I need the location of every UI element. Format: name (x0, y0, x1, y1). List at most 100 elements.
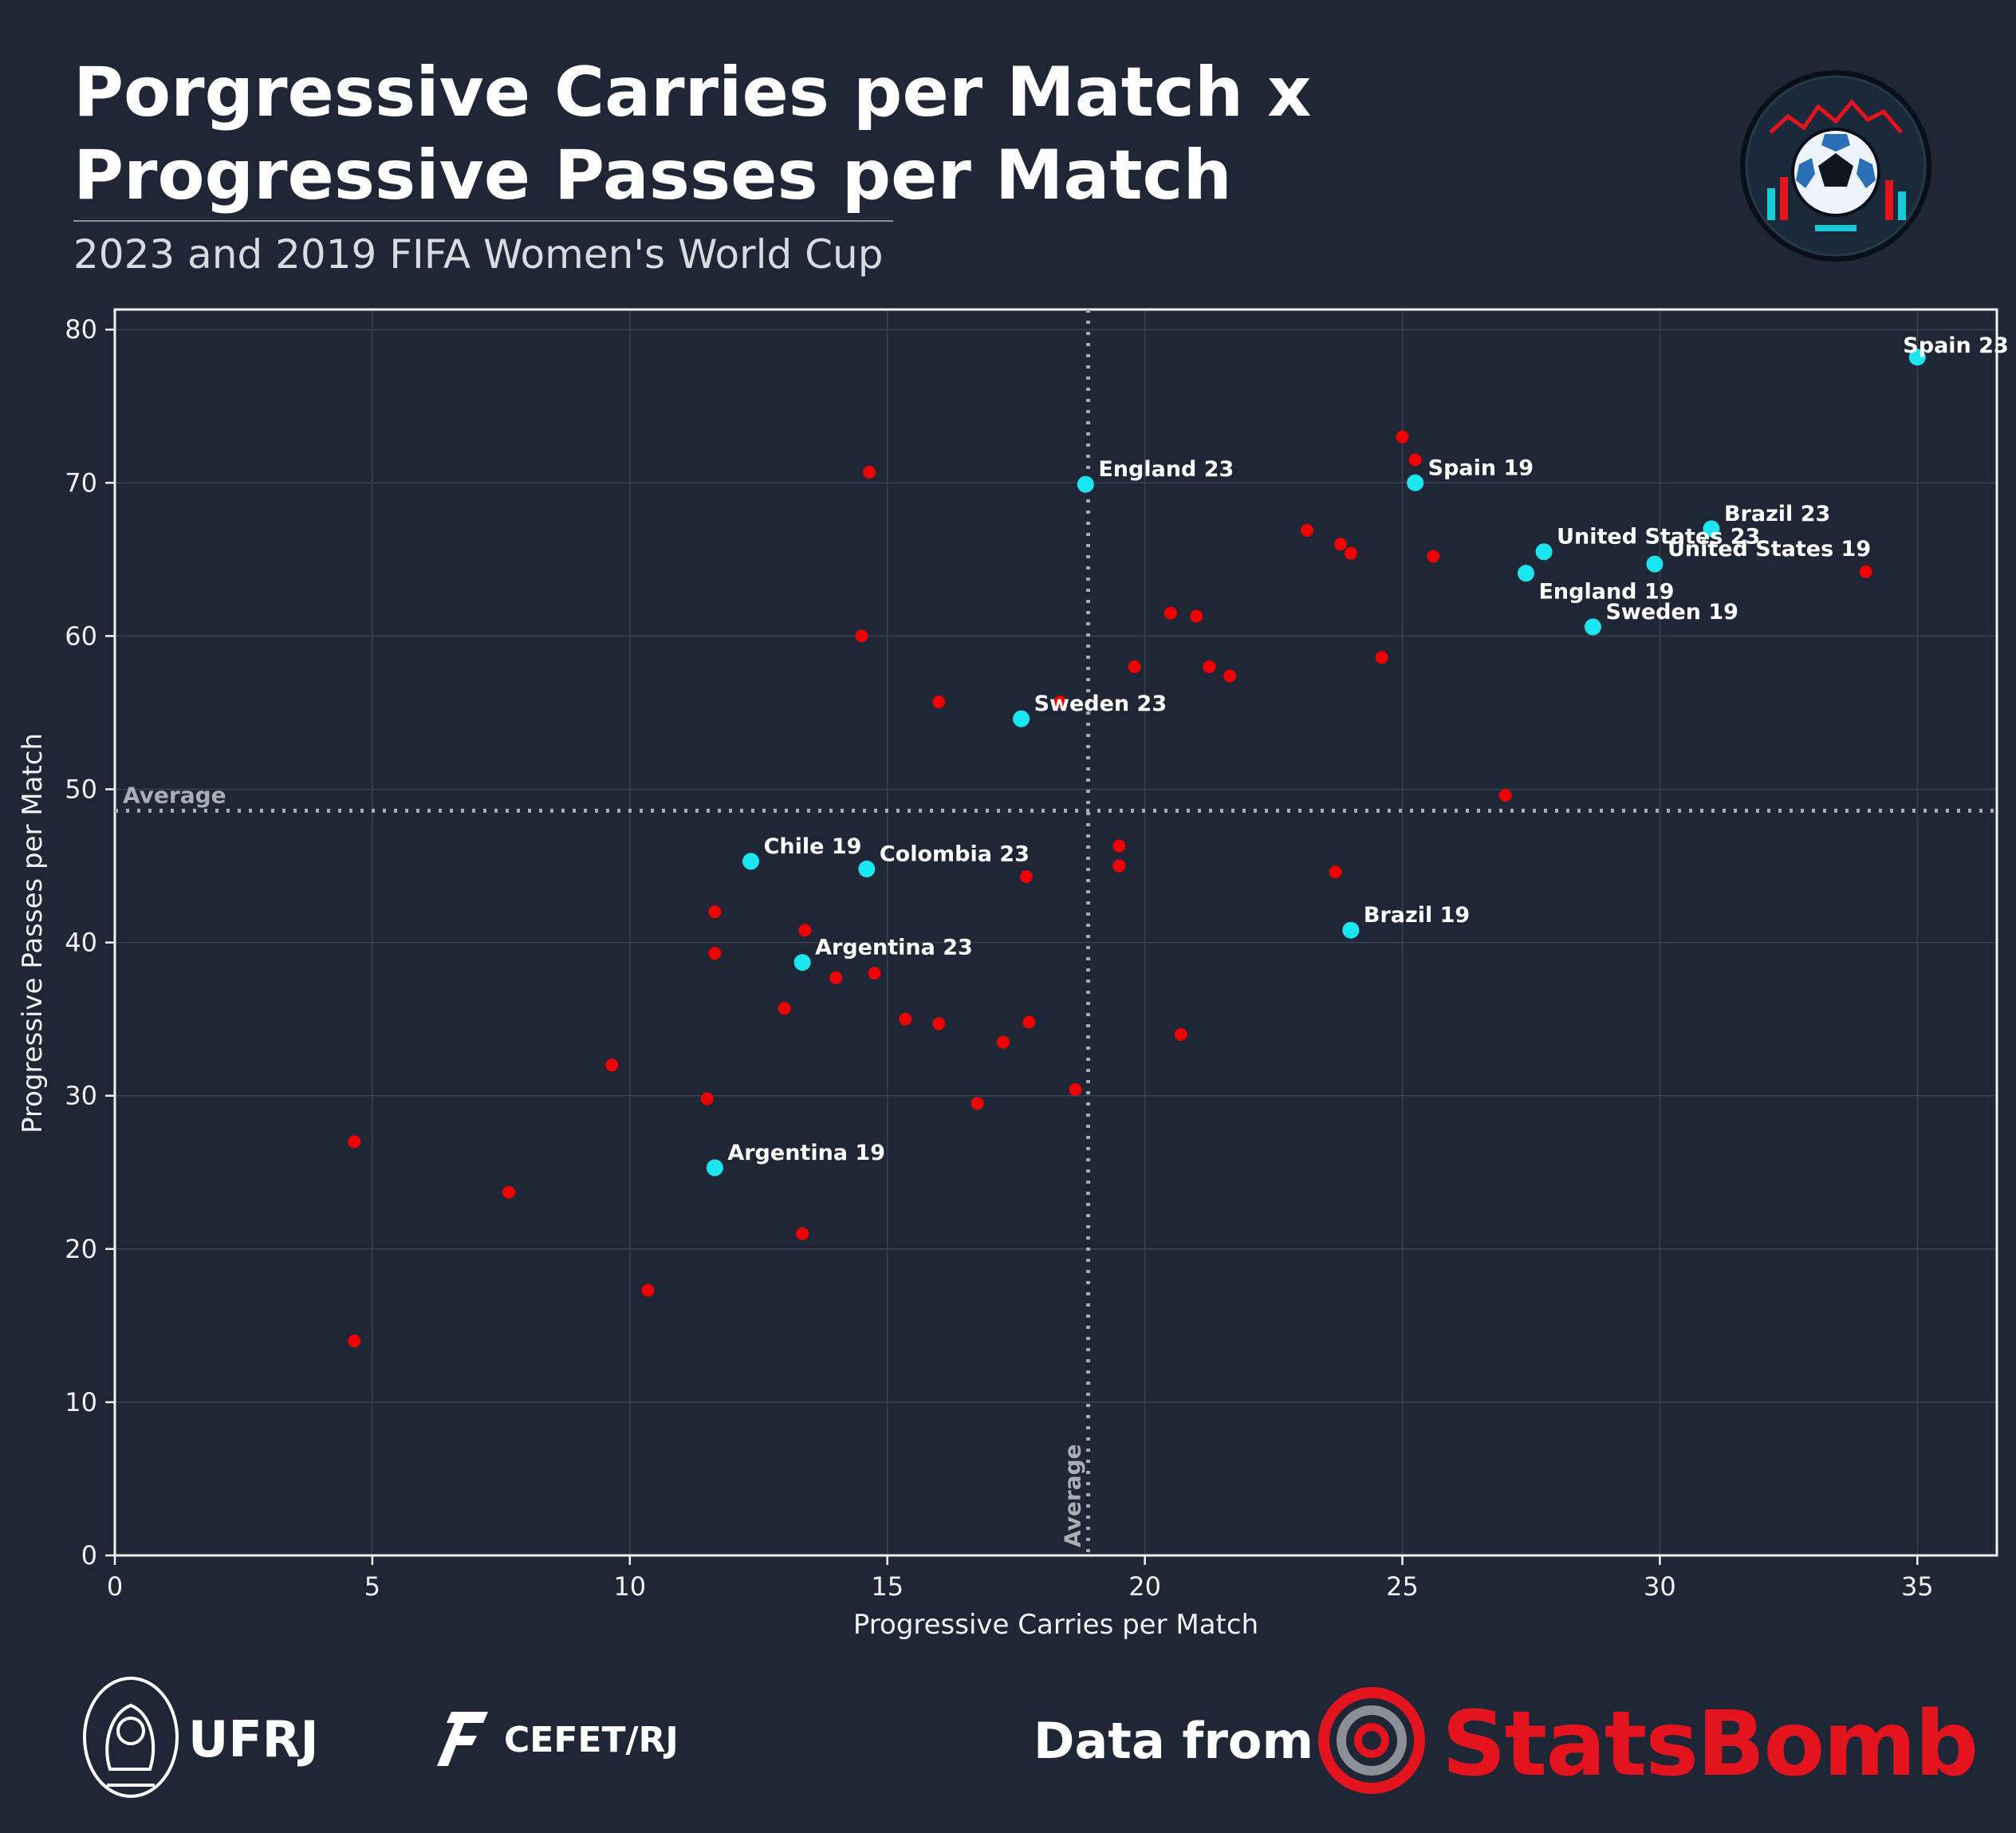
point-label: Colombia 23 (880, 842, 1030, 866)
point-label: Brazil 19 (1364, 903, 1470, 928)
statsbomb-label: StatsBomb (1442, 1693, 1979, 1796)
data-point (605, 1058, 619, 1072)
plot-frame (113, 308, 1998, 1557)
y-tick-label: 40 (65, 928, 97, 958)
average-y-label: Average (123, 782, 226, 808)
y-tick-label: 0 (81, 1540, 97, 1571)
data-point (868, 967, 881, 980)
data-from-label: Data from (1034, 1712, 1314, 1770)
data-point (1859, 565, 1872, 578)
highlighted-point (1517, 565, 1534, 582)
axis-ticks: 0 5 10 15 20 25 30 35 0 10 20 30 40 50 60 70 80 (65, 314, 1933, 1602)
data-point (997, 1035, 1010, 1049)
data-point (1174, 1027, 1187, 1041)
chart-subtitle: 2023 and 2019 FIFA Women's World Cup (73, 231, 884, 278)
data-point (708, 947, 722, 960)
data-points (348, 349, 1926, 1348)
highlighted-point (1584, 618, 1601, 636)
x-tick-label: 10 (613, 1571, 646, 1602)
data-point (1069, 1083, 1082, 1097)
highlighted-point (793, 954, 811, 972)
data-point (829, 971, 843, 984)
data-point (971, 1097, 984, 1110)
data-point (855, 629, 868, 643)
highlighted-point (858, 860, 876, 877)
data-point (1223, 669, 1237, 683)
x-tick-label: 15 (871, 1571, 904, 1602)
data-point (796, 1227, 809, 1240)
y-tick-label: 80 (65, 314, 97, 345)
x-tick-label: 25 (1386, 1571, 1419, 1602)
chart-title: Porgressive Carries per Match x Progress… (73, 51, 1312, 217)
point-label: United States 19 (1668, 537, 1871, 562)
data-point (1112, 839, 1126, 853)
highlighted-point (1077, 475, 1094, 493)
data-point (863, 465, 876, 479)
title-line-2: Progressive Passes per Match (73, 136, 1232, 215)
point-label: Argentina 23 (815, 936, 973, 960)
point-label: United States 23 (1557, 525, 1760, 550)
data-point (1301, 523, 1314, 537)
data-point (778, 1002, 791, 1015)
highlighted-point (1646, 555, 1664, 573)
data-point (1022, 1015, 1036, 1029)
data-point (1427, 550, 1440, 563)
data-point (348, 1135, 361, 1149)
x-tick-label: 5 (364, 1571, 380, 1602)
average-lines: Average Average (115, 309, 1997, 1555)
data-point (1334, 538, 1348, 551)
x-tick-label: 35 (1901, 1571, 1934, 1602)
highlighted-point (1535, 543, 1553, 561)
x-tick-label: 0 (107, 1571, 123, 1602)
data-point (641, 1283, 655, 1297)
highlighted-point (1013, 710, 1030, 727)
y-tick-label: 10 (65, 1387, 97, 1417)
data-point (348, 1334, 361, 1348)
data-point (1498, 789, 1512, 802)
highlighted-point (1703, 520, 1720, 538)
highlighted-point (1407, 474, 1424, 491)
data-point (932, 1017, 946, 1031)
highlighted-point (706, 1159, 723, 1177)
title-divider (73, 220, 893, 222)
data-point (700, 1092, 714, 1106)
point-label: Chile 19 (764, 834, 862, 859)
data-point (1344, 546, 1357, 560)
y-tick-label: 30 (65, 1081, 97, 1111)
point-label: Brazil 23 (1724, 502, 1830, 526)
x-axis-label: Progressive Carries per Match (853, 1609, 1258, 1641)
data-point (1128, 660, 1141, 673)
point-label: Spain 23 (1903, 333, 2008, 358)
data-point (1190, 609, 1203, 623)
football-logo-icon (1740, 70, 1931, 262)
highlighted-point (1342, 921, 1360, 939)
data-point (1020, 869, 1034, 883)
highlighted-point (742, 853, 760, 870)
point-label: Sweden 19 (1605, 600, 1738, 625)
data-point (1203, 660, 1216, 673)
data-point (502, 1185, 516, 1199)
y-tick-label: 50 (65, 775, 97, 805)
point-label: Sweden 23 (1034, 692, 1167, 716)
cefet-logo-icon (437, 1712, 488, 1766)
data-point (798, 924, 812, 937)
highlighted-point (1908, 349, 1926, 366)
cefet-label: CEFET/RJ (504, 1720, 679, 1760)
ufrj-label: UFRJ (188, 1710, 319, 1768)
x-tick-label: 20 (1128, 1571, 1161, 1602)
y-tick-label: 20 (65, 1234, 97, 1264)
footer (0, 1659, 2016, 1833)
ufrj-crest-logo (83, 1677, 179, 1798)
scatter-chart: Average Average 0 5 10 15 20 25 30 35 0 10 20 30 40 5… (17, 308, 2009, 1641)
average-x-label: Average (1060, 1444, 1086, 1547)
y-tick-label: 60 (65, 621, 97, 651)
data-point (1375, 651, 1388, 664)
data-point (1112, 859, 1126, 873)
data-point (1408, 453, 1422, 467)
y-tick-label: 70 (65, 467, 97, 498)
data-point (1164, 606, 1177, 620)
x-tick-label: 30 (1644, 1571, 1676, 1602)
data-point (899, 1012, 912, 1026)
data-point (1329, 865, 1342, 879)
